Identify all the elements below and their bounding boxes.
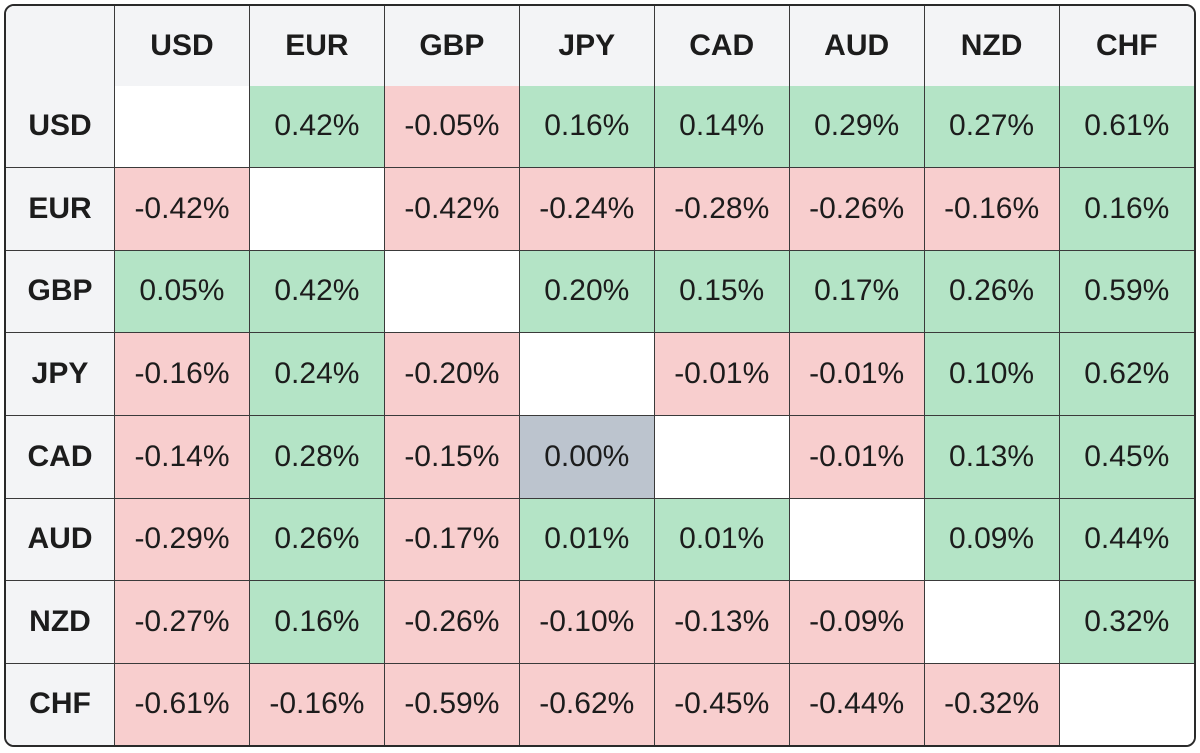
heatmap-cell-gbp-gbp: [383, 249, 520, 334]
table-row-aud: AUD -0.29% 0.26% -0.17% 0.01% 0.01% 0.09% 0.44%: [6, 497, 1194, 582]
column-header-eur: EUR: [248, 6, 385, 86]
heatmap-cell-aud-nzd: 0.09%: [923, 497, 1060, 582]
heatmap-cell-chf-gbp: -0.59%: [383, 662, 520, 745]
table-row-chf: CHF -0.61% -0.16% -0.59% -0.62% -0.45% -0.44% -…: [6, 662, 1194, 745]
column-header-gbp: GBP: [383, 6, 520, 86]
heatmap-cell-jpy-jpy: [518, 332, 655, 416]
corner-cell: [6, 6, 115, 86]
row-header-chf: CHF: [6, 662, 115, 745]
heatmap-cell-jpy-nzd: 0.10%: [923, 332, 1060, 416]
heatmap-cell-chf-jpy: -0.62%: [518, 662, 655, 745]
heatmap-cell-usd-aud: 0.29%: [788, 86, 925, 168]
row-header-eur: EUR: [6, 166, 115, 251]
heatmap-cell-eur-jpy: -0.24%: [518, 166, 655, 251]
heatmap-cell-usd-cad: 0.14%: [653, 86, 790, 168]
heatmap-cell-nzd-nzd: [923, 580, 1060, 664]
row-header-aud: AUD: [6, 497, 115, 582]
heatmap-cell-chf-nzd: -0.32%: [923, 662, 1060, 745]
heatmap-cell-nzd-gbp: -0.26%: [383, 580, 520, 664]
heatmap-cell-aud-cad: 0.01%: [653, 497, 790, 582]
row-header-usd: USD: [6, 86, 115, 168]
heatmap-cell-nzd-chf: 0.32%: [1058, 580, 1194, 664]
heatmap-grid: USD EUR GBP JPY CAD AUD NZD CHF USD 0.42% -0.05% 0…: [6, 6, 1194, 745]
heatmap-cell-usd-usd: [114, 86, 250, 168]
heatmap-cell-chf-eur: -0.16%: [248, 662, 385, 745]
row-header-gbp: GBP: [6, 249, 115, 334]
heatmap-cell-usd-chf: 0.61%: [1058, 86, 1194, 168]
heatmap-cell-gbp-jpy: 0.20%: [518, 249, 655, 334]
heatmap-cell-gbp-usd: 0.05%: [114, 249, 250, 334]
heatmap-cell-eur-nzd: -0.16%: [923, 166, 1060, 251]
heatmap-cell-cad-usd: -0.14%: [114, 414, 250, 499]
heatmap-cell-gbp-nzd: 0.26%: [923, 249, 1060, 334]
heatmap-cell-chf-aud: -0.44%: [788, 662, 925, 745]
heatmap-cell-chf-chf: [1058, 662, 1194, 745]
heatmap-cell-nzd-eur: 0.16%: [248, 580, 385, 664]
heatmap-cell-eur-aud: -0.26%: [788, 166, 925, 251]
heatmap-cell-usd-gbp: -0.05%: [383, 86, 520, 168]
heatmap-cell-nzd-cad: -0.13%: [653, 580, 790, 664]
heatmap-cell-usd-eur: 0.42%: [248, 86, 385, 168]
row-header-nzd: NZD: [6, 580, 115, 664]
heatmap-cell-jpy-gbp: -0.20%: [383, 332, 520, 416]
heatmap-cell-aud-jpy: 0.01%: [518, 497, 655, 582]
table-row-nzd: NZD -0.27% 0.16% -0.26% -0.10% -0.13% -0.09% 0.…: [6, 580, 1194, 664]
heatmap-cell-jpy-aud: -0.01%: [788, 332, 925, 416]
heatmap-cell-aud-usd: -0.29%: [114, 497, 250, 582]
heatmap-cell-chf-usd: -0.61%: [114, 662, 250, 745]
heatmap-cell-aud-gbp: -0.17%: [383, 497, 520, 582]
heatmap-cell-nzd-jpy: -0.10%: [518, 580, 655, 664]
row-header-jpy: JPY: [6, 332, 115, 416]
heatmap-cell-cad-chf: 0.45%: [1058, 414, 1194, 499]
heatmap-cell-jpy-chf: 0.62%: [1058, 332, 1194, 416]
row-header-cad: CAD: [6, 414, 115, 499]
heatmap-cell-eur-cad: -0.28%: [653, 166, 790, 251]
currency-heatmap-table: USD EUR GBP JPY CAD AUD NZD CHF USD 0.42% -0.05% 0…: [4, 4, 1196, 747]
heatmap-cell-jpy-cad: -0.01%: [653, 332, 790, 416]
heatmap-cell-jpy-usd: -0.16%: [114, 332, 250, 416]
heatmap-cell-cad-aud: -0.01%: [788, 414, 925, 499]
heatmap-cell-aud-aud: [788, 497, 925, 582]
column-header-aud: AUD: [788, 6, 925, 86]
heatmap-cell-nzd-usd: -0.27%: [114, 580, 250, 664]
heatmap-cell-eur-eur: [248, 166, 385, 251]
column-header-jpy: JPY: [518, 6, 655, 86]
heatmap-cell-jpy-eur: 0.24%: [248, 332, 385, 416]
heatmap-cell-cad-gbp: -0.15%: [383, 414, 520, 499]
heatmap-cell-aud-eur: 0.26%: [248, 497, 385, 582]
heatmap-cell-cad-nzd: 0.13%: [923, 414, 1060, 499]
table-row-cad: CAD -0.14% 0.28% -0.15% 0.00% -0.01% 0.13% 0.45…: [6, 414, 1194, 499]
heatmap-cell-gbp-eur: 0.42%: [248, 249, 385, 334]
heatmap-cell-gbp-cad: 0.15%: [653, 249, 790, 334]
table-row-eur: EUR -0.42% -0.42% -0.24% -0.28% -0.26% -0.16% 0…: [6, 166, 1194, 251]
table-row-gbp: GBP 0.05% 0.42% 0.20% 0.15% 0.17% 0.26% 0.59%: [6, 249, 1194, 334]
heatmap-cell-cad-eur: 0.28%: [248, 414, 385, 499]
heatmap-cell-cad-cad: [653, 414, 790, 499]
column-header-nzd: NZD: [923, 6, 1060, 86]
column-header-cad: CAD: [653, 6, 790, 86]
heatmap-cell-usd-nzd: 0.27%: [923, 86, 1060, 168]
heatmap-cell-eur-chf: 0.16%: [1058, 166, 1194, 251]
heatmap-cell-nzd-aud: -0.09%: [788, 580, 925, 664]
heatmap-cell-cad-jpy: 0.00%: [518, 414, 655, 499]
column-header-row: USD EUR GBP JPY CAD AUD NZD CHF: [6, 6, 1194, 86]
heatmap-cell-eur-usd: -0.42%: [114, 166, 250, 251]
heatmap-cell-usd-jpy: 0.16%: [518, 86, 655, 168]
table-row-usd: USD 0.42% -0.05% 0.16% 0.14% 0.29% 0.27% 0.61%: [6, 86, 1194, 168]
column-header-chf: CHF: [1058, 6, 1194, 86]
table-row-jpy: JPY -0.16% 0.24% -0.20% -0.01% -0.01% 0.10% 0.6…: [6, 332, 1194, 416]
heatmap-cell-gbp-aud: 0.17%: [788, 249, 925, 334]
column-header-usd: USD: [114, 6, 250, 86]
heatmap-cell-gbp-chf: 0.59%: [1058, 249, 1194, 334]
heatmap-body: USD 0.42% -0.05% 0.16% 0.14% 0.29% 0.27% 0.61% E…: [6, 86, 1194, 745]
heatmap-cell-chf-cad: -0.45%: [653, 662, 790, 745]
heatmap-cell-aud-chf: 0.44%: [1058, 497, 1194, 582]
heatmap-cell-eur-gbp: -0.42%: [383, 166, 520, 251]
